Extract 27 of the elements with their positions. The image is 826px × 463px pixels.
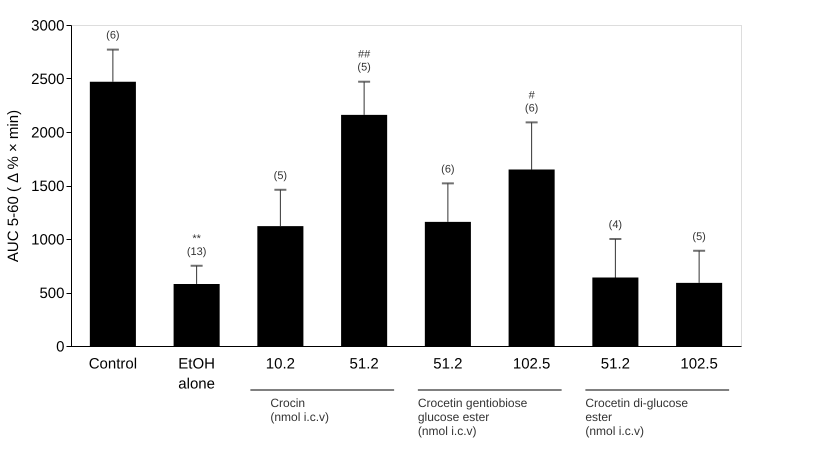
x-tick-label: 51.2 (433, 356, 462, 372)
y-tick-label: 3000 (31, 18, 64, 34)
x-tick-label: 102.5 (512, 356, 550, 372)
annotation: (6) (106, 30, 120, 42)
text: Crocin (nmol i.c.v) (270, 396, 330, 424)
x-tick-label: EtOH alone (178, 356, 215, 392)
x-tick-label: Control (88, 356, 138, 372)
annotation: ** (13) (186, 232, 206, 258)
y-tick-label: 2500 (31, 71, 64, 88)
annotation: (6) (441, 163, 455, 176)
text: Crocetin gentiobiose glucose ester (nmol i.c.v) (418, 396, 528, 438)
y-axis-title: AUC 5-60 ( Δ % × min) (5, 110, 22, 262)
x-tick-label: 51.2 (350, 356, 379, 372)
annotation: (5) (274, 170, 288, 182)
y-tick-label: 2000 (31, 124, 64, 142)
y-tick-label: 500 (39, 285, 64, 302)
y-tick-label: 0 (56, 338, 64, 356)
annotation: (5) (692, 230, 706, 243)
annotation: ## (5) (357, 48, 372, 74)
y-tick-label: 1500 (31, 178, 64, 195)
x-tick-label: 102.5 (680, 356, 718, 372)
annotation: # (6) (524, 89, 538, 114)
text: Crocetin di-glucose ester (nmol i.c.v) (585, 396, 688, 438)
x-tick-label: 51.2 (600, 356, 630, 372)
y-tick-label: 1000 (31, 232, 64, 248)
annotation: (4) (608, 219, 622, 231)
x-tick-label: 10.2 (266, 356, 295, 372)
